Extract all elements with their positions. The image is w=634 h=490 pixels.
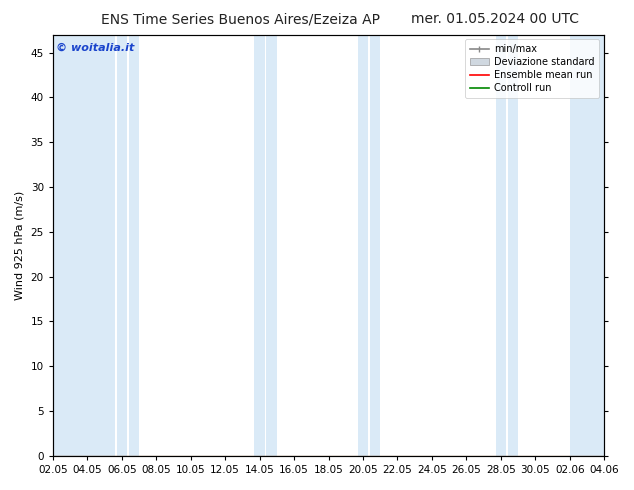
Bar xyxy=(496,35,506,456)
Bar xyxy=(254,35,265,456)
Bar xyxy=(358,35,368,456)
Bar xyxy=(53,35,115,456)
Bar xyxy=(117,35,127,456)
Bar xyxy=(508,35,518,456)
Text: ENS Time Series Buenos Aires/Ezeiza AP: ENS Time Series Buenos Aires/Ezeiza AP xyxy=(101,12,380,26)
Bar xyxy=(266,35,277,456)
Bar xyxy=(129,35,139,456)
Text: © woitalia.it: © woitalia.it xyxy=(56,43,134,53)
Y-axis label: Wind 925 hPa (m/s): Wind 925 hPa (m/s) xyxy=(15,191,25,300)
Bar xyxy=(370,35,380,456)
Bar xyxy=(570,35,604,456)
Text: mer. 01.05.2024 00 UTC: mer. 01.05.2024 00 UTC xyxy=(411,12,578,26)
Legend: min/max, Deviazione standard, Ensemble mean run, Controll run: min/max, Deviazione standard, Ensemble m… xyxy=(465,40,599,98)
